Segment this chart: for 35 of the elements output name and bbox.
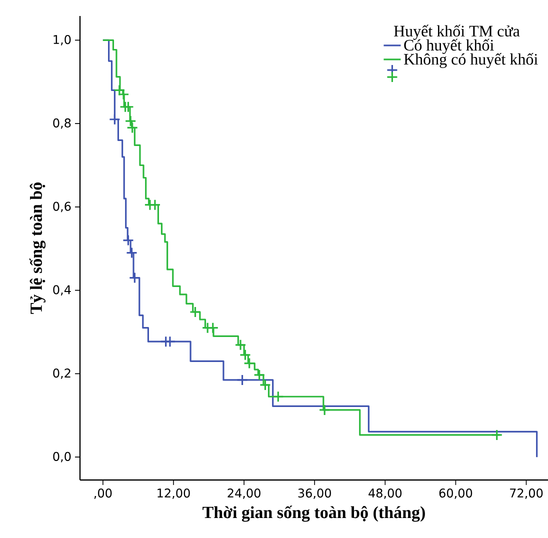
point — [149, 199, 161, 211]
x-axis-title: Thời gian sống toàn bộ (tháng) — [202, 506, 425, 522]
point — [491, 429, 503, 441]
y-tick-label: 0,4 — [53, 285, 71, 296]
point — [272, 390, 284, 402]
point — [234, 339, 246, 351]
point — [124, 115, 136, 127]
x-tick-label: 24,00 — [228, 488, 260, 499]
y-tick-label: 0,2 — [53, 368, 70, 379]
y-tick-label: 1,0 — [54, 35, 71, 46]
point — [108, 114, 120, 126]
y-tick-label: 0,8 — [53, 118, 71, 129]
point — [318, 404, 330, 416]
x-tick-label: 36,00 — [298, 488, 331, 499]
x-tick-label: 48,00 — [368, 488, 402, 499]
y-tick-label: 0,0 — [53, 452, 71, 462]
point — [207, 322, 219, 334]
point — [122, 101, 134, 113]
x-tick-label: 12,00 — [158, 488, 190, 499]
point — [259, 379, 272, 391]
y-tick-label: 0,6 — [53, 202, 71, 212]
point — [128, 272, 140, 284]
x-tick-label: ,00 — [94, 488, 112, 499]
x-tick-label: 72,00 — [510, 488, 543, 499]
point — [122, 234, 134, 246]
legend-title: Huyết khối TM cửa — [394, 24, 520, 40]
point — [254, 369, 266, 381]
legend-label: Có huyết khối — [404, 38, 494, 54]
point — [126, 246, 138, 259]
y-axis-title: Tỷ lệ sống toàn bộ — [29, 182, 46, 314]
point — [126, 122, 138, 134]
x-tick-label: 60,00 — [439, 488, 472, 499]
legend-label: Không có huyết khối — [404, 52, 538, 68]
point — [236, 374, 248, 386]
point — [189, 306, 202, 318]
